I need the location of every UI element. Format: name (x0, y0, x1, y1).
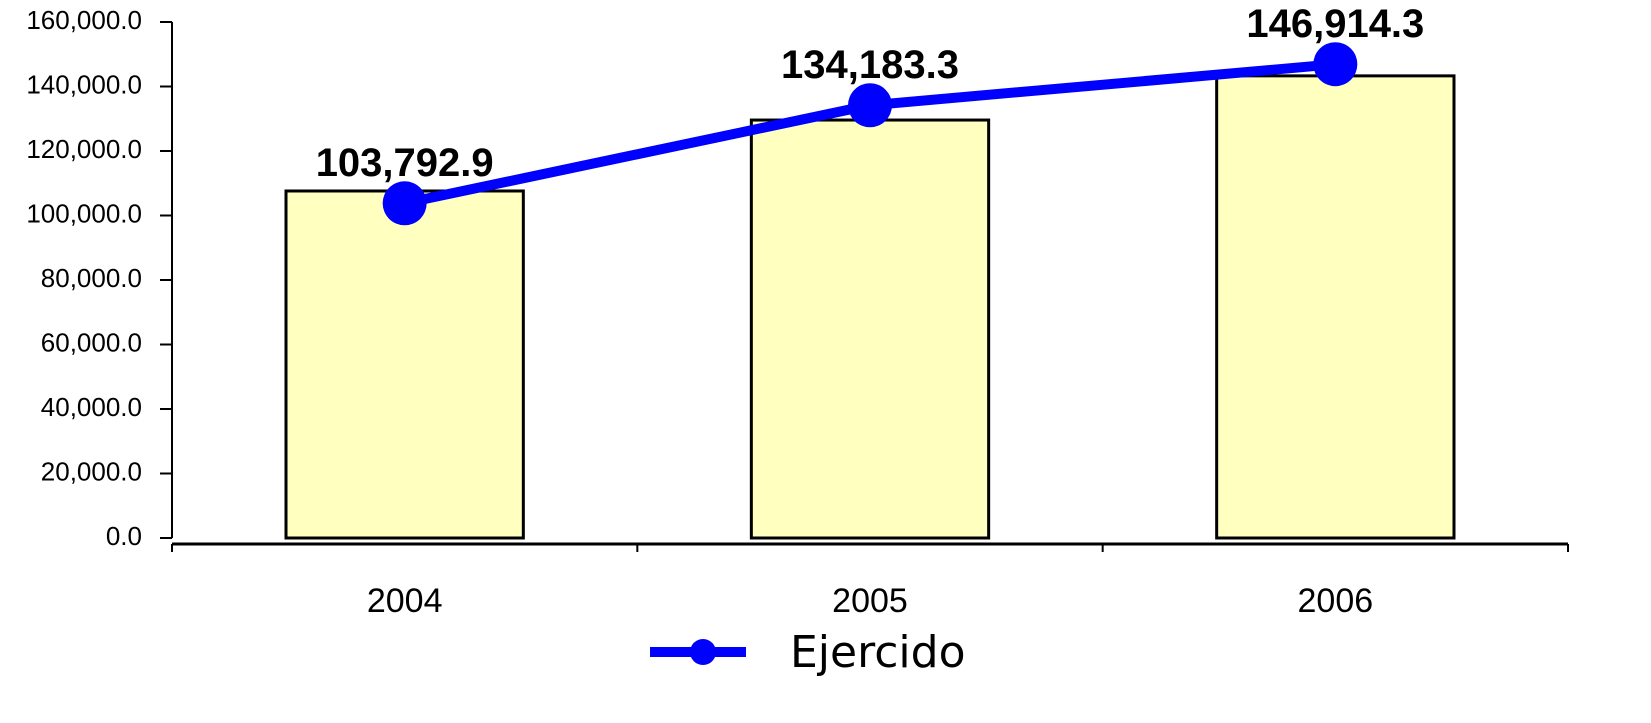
y-tick-label: 160,000.0 (26, 5, 142, 35)
line-marker (1313, 42, 1358, 87)
x-tick-label: 2006 (1298, 582, 1374, 620)
y-tick-label: 100,000.0 (26, 198, 142, 228)
y-tick-label: 140,000.0 (26, 69, 142, 99)
y-tick-label: 60,000.0 (41, 327, 142, 357)
data-label: 134,183.3 (781, 43, 959, 87)
data-label: 146,914.3 (1246, 2, 1424, 46)
y-tick-label: 20,000.0 (41, 456, 142, 486)
legend-marker (690, 639, 716, 665)
line-marker (848, 83, 892, 128)
y-tick-label: 120,000.0 (26, 134, 142, 164)
y-tick-label: 0.0 (106, 521, 142, 551)
bar (284, 189, 525, 540)
x-tick-label: 2004 (367, 582, 443, 620)
legend-label: Ejercido (790, 627, 965, 678)
y-tick-label: 40,000.0 (41, 392, 142, 422)
x-tick-label: 2005 (832, 582, 908, 620)
data-label: 103,792.9 (316, 141, 494, 185)
bar (749, 118, 991, 540)
bar (1215, 74, 1456, 540)
y-tick-label: 80,000.0 (41, 263, 142, 293)
line-marker (382, 181, 427, 226)
